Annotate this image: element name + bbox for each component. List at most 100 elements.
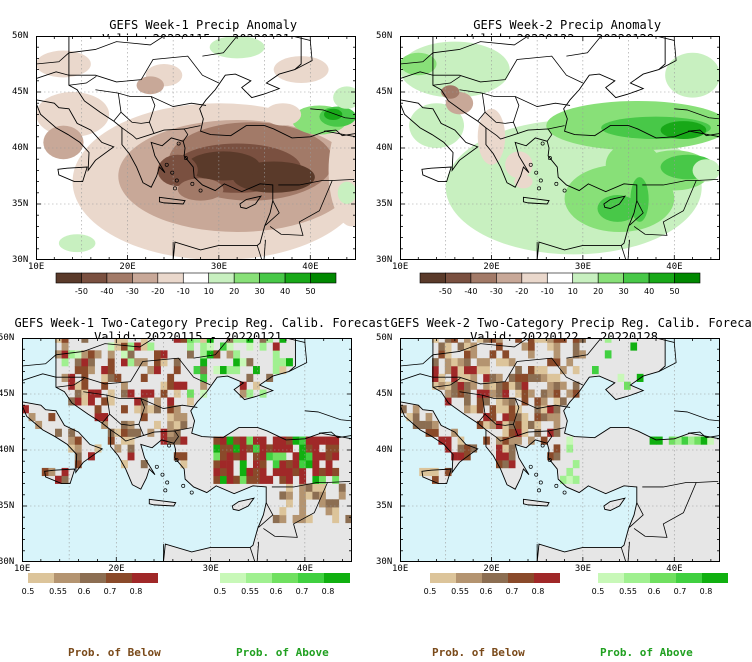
probability-cell <box>200 381 208 390</box>
probability-cell <box>292 452 300 461</box>
island <box>198 188 203 193</box>
probability-cell <box>470 366 478 375</box>
island <box>190 181 195 186</box>
probability-cell <box>200 338 208 343</box>
probability-cell <box>444 467 452 477</box>
probability-cell <box>457 366 465 375</box>
probability-cell <box>483 436 490 445</box>
country-border <box>263 239 266 260</box>
probability-cell <box>515 373 522 382</box>
colorbar-swatch <box>521 272 548 284</box>
colorbar-swatch <box>132 272 159 284</box>
probability-cell <box>48 467 56 477</box>
colorbar-label: -20 <box>151 287 164 296</box>
colorbar-label: 0.8 <box>532 587 545 596</box>
probability-cell <box>279 507 287 516</box>
anomaly-contour <box>337 181 356 204</box>
probability-cell <box>444 389 452 398</box>
probability-cell <box>74 366 82 375</box>
country-border <box>285 338 308 372</box>
probability-cell <box>94 405 102 414</box>
probability-cell <box>239 460 247 469</box>
coastline <box>158 196 186 205</box>
probability-cell <box>279 338 287 343</box>
probability-cell <box>167 413 175 422</box>
probability-cell <box>220 467 227 477</box>
probability-cell <box>220 460 227 469</box>
coastline <box>400 36 479 172</box>
country-border <box>548 125 565 130</box>
probability-cell <box>140 358 148 367</box>
coastline <box>57 166 88 183</box>
anomaly-contour <box>333 86 356 109</box>
probability-cell <box>94 413 102 422</box>
island <box>173 186 177 191</box>
probability-cell <box>213 467 221 477</box>
country-border <box>22 373 57 381</box>
probability-cell <box>534 397 542 406</box>
probability-cell <box>88 397 95 406</box>
probability-cell <box>154 397 161 406</box>
probability-cell <box>547 358 554 367</box>
probability-cell <box>226 350 234 359</box>
probability-cell <box>502 452 510 461</box>
probability-cell <box>572 389 580 398</box>
probability-cell <box>325 460 333 469</box>
probability-cell <box>528 350 535 359</box>
anomaly-contour <box>136 76 164 95</box>
longitude-label: 20E <box>119 262 136 272</box>
colorbar-label: 0.7 <box>674 587 687 596</box>
latitude-label: 50N <box>0 333 15 343</box>
coastline <box>44 468 76 485</box>
country-border <box>642 480 719 488</box>
probability-cell <box>553 338 561 343</box>
probability-cell <box>213 436 221 445</box>
longitude-label: 20E <box>483 262 500 272</box>
probability-cell <box>707 436 714 445</box>
probability-cell <box>332 436 340 445</box>
probability-cell <box>312 460 320 469</box>
country-border <box>477 395 486 424</box>
probability-cell <box>114 342 122 351</box>
probability-cell <box>180 436 188 445</box>
probability-cell <box>412 405 420 414</box>
coastline <box>421 468 452 485</box>
probability-cell <box>604 338 612 343</box>
colorbar-swatch <box>470 272 497 284</box>
probability-cell <box>200 366 208 375</box>
island <box>538 480 543 485</box>
latitude-label: 45N <box>0 389 15 399</box>
country-border <box>68 75 97 86</box>
colorbar-label: 0.7 <box>506 587 519 596</box>
anomaly-contour <box>505 151 533 179</box>
colorbar-label: 0.55 <box>451 587 469 596</box>
colorbar-label: 0.7 <box>104 587 117 596</box>
probability-cell <box>425 420 433 430</box>
probability-cell <box>521 389 529 398</box>
country-border <box>627 239 630 260</box>
probability-cell <box>127 342 135 351</box>
probability-cell <box>464 381 471 390</box>
country-border <box>432 377 461 388</box>
longitude-label: 40E <box>666 262 683 272</box>
probability-cell <box>114 444 122 453</box>
probability-cell <box>61 373 69 382</box>
country-border <box>22 338 155 367</box>
probability-cell <box>483 381 490 390</box>
probability-cell <box>279 444 287 453</box>
probability-cell <box>61 475 69 484</box>
colorbar-label: 0.55 <box>619 587 637 596</box>
colorbar-label: 0.55 <box>49 587 67 596</box>
country-border <box>633 482 697 538</box>
country-border <box>269 180 333 236</box>
probability-cell <box>253 444 260 453</box>
probability-cell <box>483 420 490 430</box>
probability-cell <box>528 436 535 445</box>
probability-cell <box>566 467 574 477</box>
probability-cell <box>560 338 567 343</box>
probability-cell <box>312 467 320 477</box>
colorbar-swatch <box>702 573 728 583</box>
probability-cell <box>239 467 247 477</box>
probability-cell <box>438 373 446 382</box>
probability-cell <box>88 358 95 367</box>
